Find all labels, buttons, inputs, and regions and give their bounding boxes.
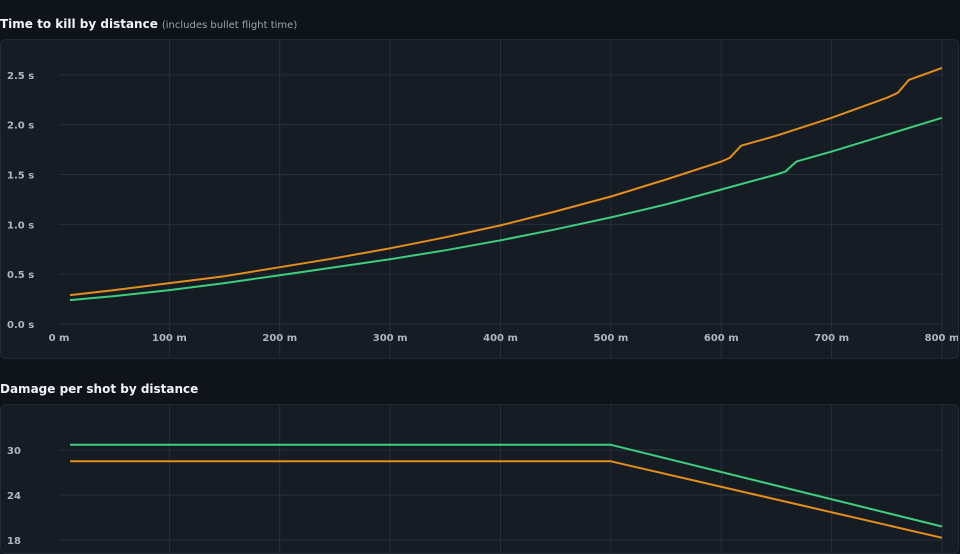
- chart0-y-tick-label: 1.5 s: [7, 171, 34, 182]
- chart1-y-tick-label: 18: [7, 536, 21, 547]
- chart1-y-tick-label: 24: [7, 491, 21, 502]
- damage-title-text: Damage per shot by distance: [0, 382, 199, 396]
- chart0-y-tick-label: 1.0 s: [7, 220, 34, 231]
- chart0-series-line-1: [69, 116, 943, 302]
- damage-chart-title: Damage per shot by distance: [0, 382, 198, 396]
- chart1-series-line-1: [70, 460, 943, 539]
- ttk-chart-title: Time to kill by distance (includes bullet…: [0, 17, 297, 31]
- ttk-title-text: Time to kill by distance: [0, 17, 158, 31]
- ttk-chart-svg: 0.0 s 0.5 s 1.0 s 1.5 s 2.0 s 2.5 s 0 m 100 m 20…: [7, 40, 959, 358]
- chart0-y-tick-label: 2.5 s: [7, 71, 34, 82]
- chart1-series-line-0: [70, 443, 943, 528]
- chart0-x-tick-label: 500 m: [593, 333, 628, 344]
- chart0-series-line-0: [69, 66, 943, 297]
- chart0-x-tick-label: 0 m: [49, 333, 70, 344]
- chart0-x-tick-label: 300 m: [373, 333, 408, 344]
- damage-chart-panel: 18 24 30: [0, 404, 959, 554]
- chart0-x-tick-label: 800 m: [925, 333, 959, 344]
- chart0-x-tick-label: 100 m: [152, 333, 187, 344]
- ttk-chart-panel: 0.0 s 0.5 s 1.0 s 1.5 s 2.0 s 2.5 s 0 m 100 m 20…: [0, 39, 959, 359]
- chart0-x-tick-label: 200 m: [262, 333, 297, 344]
- chart1-y-tick-label: 30: [7, 446, 21, 457]
- chart0-x-tick-label: 700 m: [814, 333, 849, 344]
- chart0-y-tick-label: 2.0 s: [7, 121, 34, 132]
- chart0-y-tick-label: 0.0 s: [7, 320, 34, 331]
- chart0-x-tick-label: 400 m: [483, 333, 518, 344]
- chart0-y-tick-label: 0.5 s: [7, 270, 34, 281]
- damage-chart-svg: 18 24 30: [7, 405, 943, 553]
- chart0-x-tick-label: 600 m: [704, 333, 739, 344]
- ttk-subtitle-text: (includes bullet flight time): [161, 20, 298, 31]
